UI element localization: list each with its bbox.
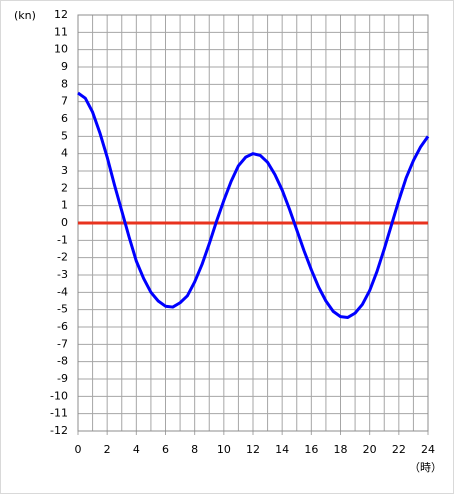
y-tick-label: -11 <box>50 407 68 420</box>
y-tick-label: 0 <box>61 216 68 229</box>
x-tick-label: 18 <box>334 443 348 456</box>
x-tick-label: 4 <box>133 443 140 456</box>
y-tick-label: -7 <box>57 337 68 350</box>
x-tick-label: 12 <box>246 443 260 456</box>
y-tick-label: 11 <box>54 25 68 38</box>
x-tick-label: 0 <box>75 443 82 456</box>
x-tick-label: 6 <box>162 443 169 456</box>
y-tick-label: 5 <box>61 129 68 142</box>
x-tick-label: 10 <box>217 443 231 456</box>
y-tick-label: -10 <box>50 389 68 402</box>
y-tick-label: 9 <box>61 60 68 73</box>
x-unit-label: （時） <box>409 461 442 474</box>
x-tick-label: 16 <box>304 443 318 456</box>
x-tick-label: 2 <box>104 443 111 456</box>
data-line <box>77 91 430 319</box>
x-tick-label: 20 <box>363 443 377 456</box>
y-tick-label: -6 <box>57 320 68 333</box>
y-tick-label: 12 <box>54 8 68 21</box>
y-tick-label: -2 <box>57 251 68 264</box>
y-tick-label: -4 <box>57 285 68 298</box>
y-tick-label: 3 <box>61 164 68 177</box>
y-tick-label: -3 <box>57 268 68 281</box>
y-tick-label: -9 <box>57 372 68 385</box>
y-tick-label: 8 <box>61 77 68 90</box>
y-tick-label: 10 <box>54 43 68 56</box>
y-tick-label: 6 <box>61 112 68 125</box>
y-tick-label: -1 <box>57 233 68 246</box>
y-tick-label: -5 <box>57 303 68 316</box>
y-tick-label: 4 <box>61 147 68 160</box>
y-tick-label: 1 <box>61 199 68 212</box>
y-tick-label: 7 <box>61 95 68 108</box>
y-tick-label: -12 <box>50 424 68 437</box>
y-unit-label: (kn) <box>14 9 36 22</box>
x-tick-label: 24 <box>421 443 435 456</box>
x-tick-label: 14 <box>275 443 289 456</box>
x-tick-label: 8 <box>191 443 198 456</box>
y-tick-label: -8 <box>57 355 68 368</box>
y-tick-label: 2 <box>61 181 68 194</box>
x-tick-label: 22 <box>392 443 406 456</box>
